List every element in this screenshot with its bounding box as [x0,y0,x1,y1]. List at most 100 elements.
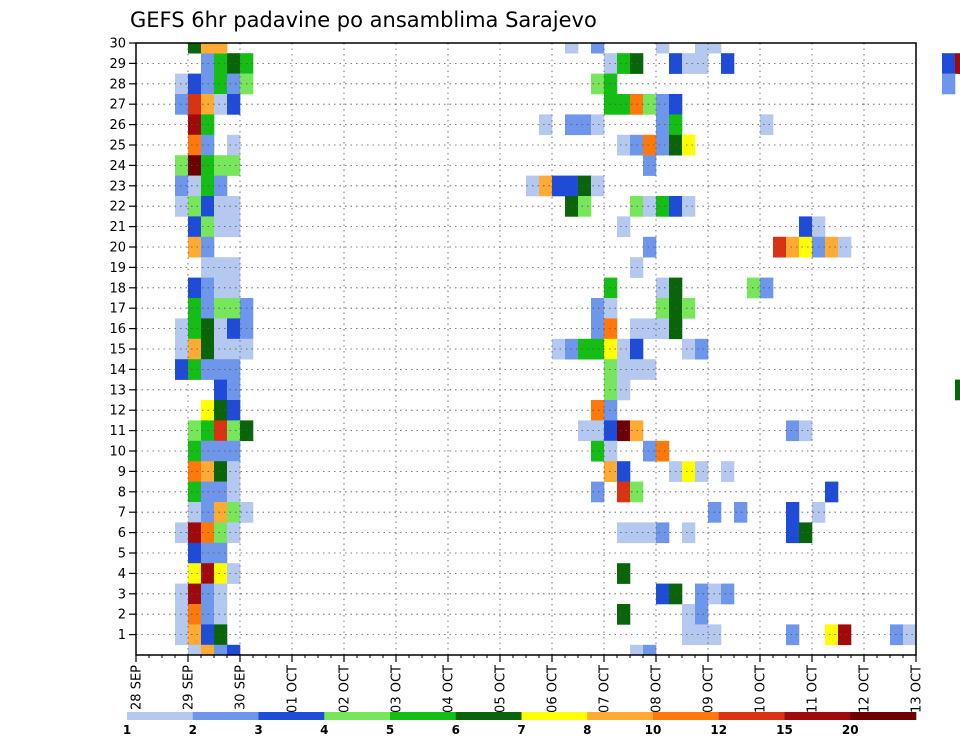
precip-cell [656,583,670,605]
precip-cell [942,73,956,95]
y-tick-label: 26 [109,118,126,133]
y-tick-label: 11 [109,424,126,439]
precip-cell [695,53,709,74]
y-tick-label: 13 [109,383,126,398]
precip-cell [227,461,241,482]
y-tick-label: 30 [109,37,126,52]
precip-cell [175,155,189,176]
precip-cell [552,338,566,360]
precip-cell [188,134,202,156]
precip-cell [604,73,618,95]
precip-cell [656,43,670,54]
colorbar-swatch [127,712,194,720]
precip-cell [695,583,709,605]
precip-cell [214,359,228,380]
y-tick-label: 9 [118,465,126,480]
precip-cell [799,216,813,238]
precip-cell [643,94,657,115]
x-tick-label: 10 OCT [754,665,769,713]
x-tick-label: 30 SEP [234,665,249,710]
y-tick-label: 3 [118,587,126,602]
precip-cell [799,522,813,544]
colorbar-label: 8 [583,723,591,737]
precip-cell [214,94,228,115]
precip-cell [604,318,618,340]
precip-cell [227,338,241,360]
precip-cell [214,461,228,482]
precip-cell [617,338,631,360]
x-tick-label: 08 OCT [650,665,665,713]
colorbar-label: 15 [776,723,793,737]
y-tick-label: 20 [109,241,126,256]
colorbar-swatch [850,712,917,720]
colorbar-label: 20 [842,723,859,737]
precip-cell [721,461,735,482]
colorbar-swatch [258,712,325,720]
precip-cell [214,440,228,462]
y-tick-label: 21 [109,220,126,235]
precip-cell [227,644,241,656]
precip-cell [175,604,189,625]
colorbar-swatch [718,712,785,720]
precip-cell [604,94,618,115]
y-tick-label: 12 [109,404,126,419]
precip-cell [227,53,241,74]
precip-cell [643,196,657,217]
precip-cell [175,583,189,605]
precip-cell [214,318,228,340]
precip-cell [214,196,228,217]
precip-cell [227,196,241,217]
precip-cell [604,379,618,401]
precip-cell [188,196,202,217]
precip-cell [682,196,696,217]
precip-cell [227,379,241,401]
x-tick-label: 12 OCT [858,665,873,713]
precip-cell [188,481,202,503]
precip-cell [591,114,605,136]
precip-cell [682,53,696,74]
precip-cell [591,298,605,319]
precip-cell [188,644,202,656]
precip-cell [604,298,618,319]
precip-cell [214,420,228,442]
y-tick-label: 2 [118,608,126,623]
chart-title: GEFS 6hr padavine po ansamblima Sarajevo [130,8,597,32]
precip-cell [643,359,657,380]
precip-cell [227,155,241,176]
y-axis-ticks: 1234567891011121314151617181920212223242… [109,37,136,643]
precip-cell [695,43,709,54]
precip-cell [214,583,228,605]
precip-cell [682,624,696,646]
precip-cell [591,338,605,360]
x-tick-label: 06 OCT [546,665,561,713]
precip-cell [734,502,748,523]
precip-cell [786,420,800,442]
precip-cell [747,277,761,299]
y-tick-label: 29 [109,57,126,72]
y-tick-label: 22 [109,200,126,215]
precip-cell [227,257,241,278]
precip-cell [227,563,241,584]
colorbar-label: 10 [645,723,662,737]
precip-cell [656,94,670,115]
precip-cell [604,420,618,442]
x-tick-label: 28 SEP [130,665,145,710]
y-tick-label: 19 [109,261,126,276]
precip-cell [643,134,657,156]
colorbar-label: 6 [452,723,460,737]
precip-cell [188,94,202,115]
precip-cell [955,53,960,74]
precip-cell [682,298,696,319]
precip-cell [188,236,202,258]
y-tick-label: 7 [118,506,126,521]
x-axis-ticks: 28 SEP 29 SEP 30 SEP 01 OCT 02 OCT 03 OCT 04 O… [130,655,925,713]
precip-cell [175,94,189,115]
precip-cell [591,440,605,462]
precip-cell [214,481,228,503]
precip-cell [604,338,618,360]
precip-cell [188,114,202,136]
precip-cell [799,236,813,258]
y-tick-label: 8 [118,485,126,500]
precip-cell [604,53,618,74]
precip-cell [799,420,813,442]
